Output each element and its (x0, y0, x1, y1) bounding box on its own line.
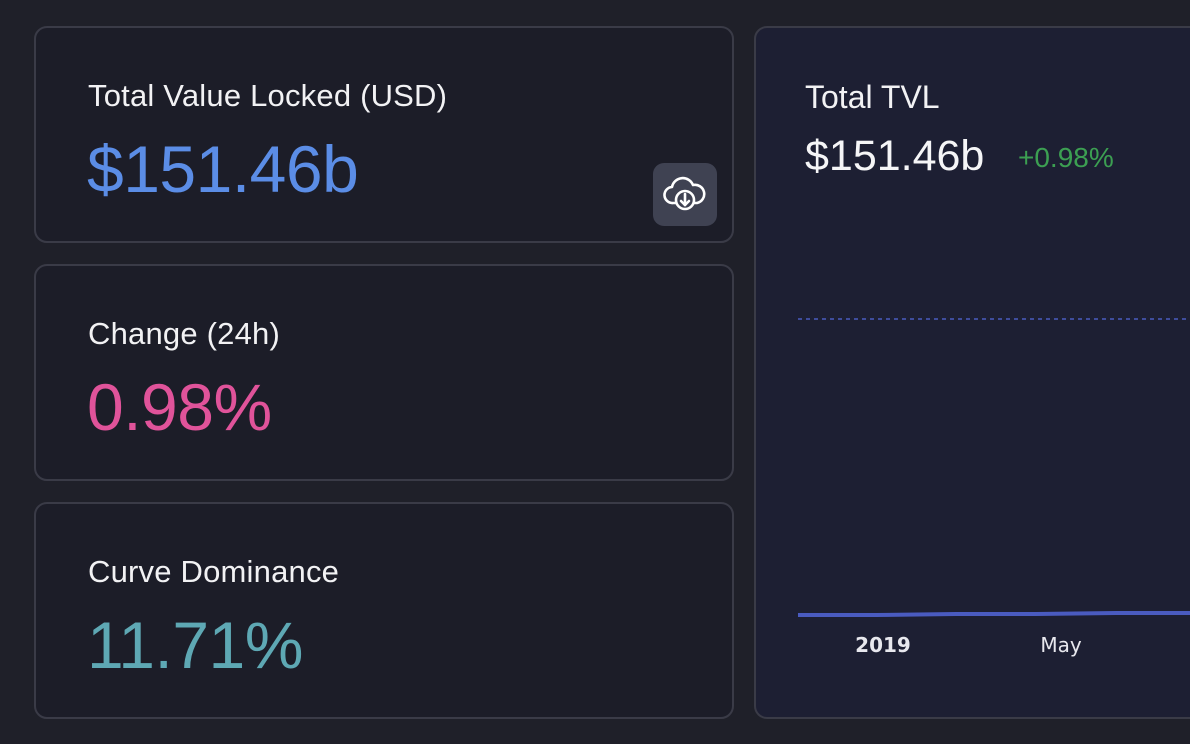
tvl-chart-card: Total TVL $151.46b +0.98% 2019 May (754, 26, 1190, 719)
change-value: 0.98% (87, 370, 272, 444)
tvl-chart[interactable]: 2019 May (756, 28, 1190, 721)
tvl-label: Total Value Locked (USD) (88, 78, 448, 113)
tvl-series-line (798, 611, 1190, 617)
dominance-card: Curve Dominance 11.71% (34, 502, 734, 719)
change-card: Change (24h) 0.98% (34, 264, 734, 481)
dominance-label: Curve Dominance (88, 554, 340, 589)
tvl-value: $151.46b (87, 132, 359, 206)
chart-value: $151.46b (805, 132, 985, 180)
cloud-download-icon (663, 176, 706, 210)
tvl-card: Total Value Locked (USD) $151.46b (34, 26, 734, 243)
chart-change: +0.98% (1018, 142, 1114, 173)
dominance-value: 11.71% (87, 608, 303, 682)
change-label: Change (24h) (88, 316, 280, 351)
x-tick-label: May (1040, 633, 1082, 657)
download-button[interactable] (653, 163, 717, 226)
chart-title: Total TVL (805, 79, 940, 115)
x-tick-label: 2019 (855, 633, 911, 657)
